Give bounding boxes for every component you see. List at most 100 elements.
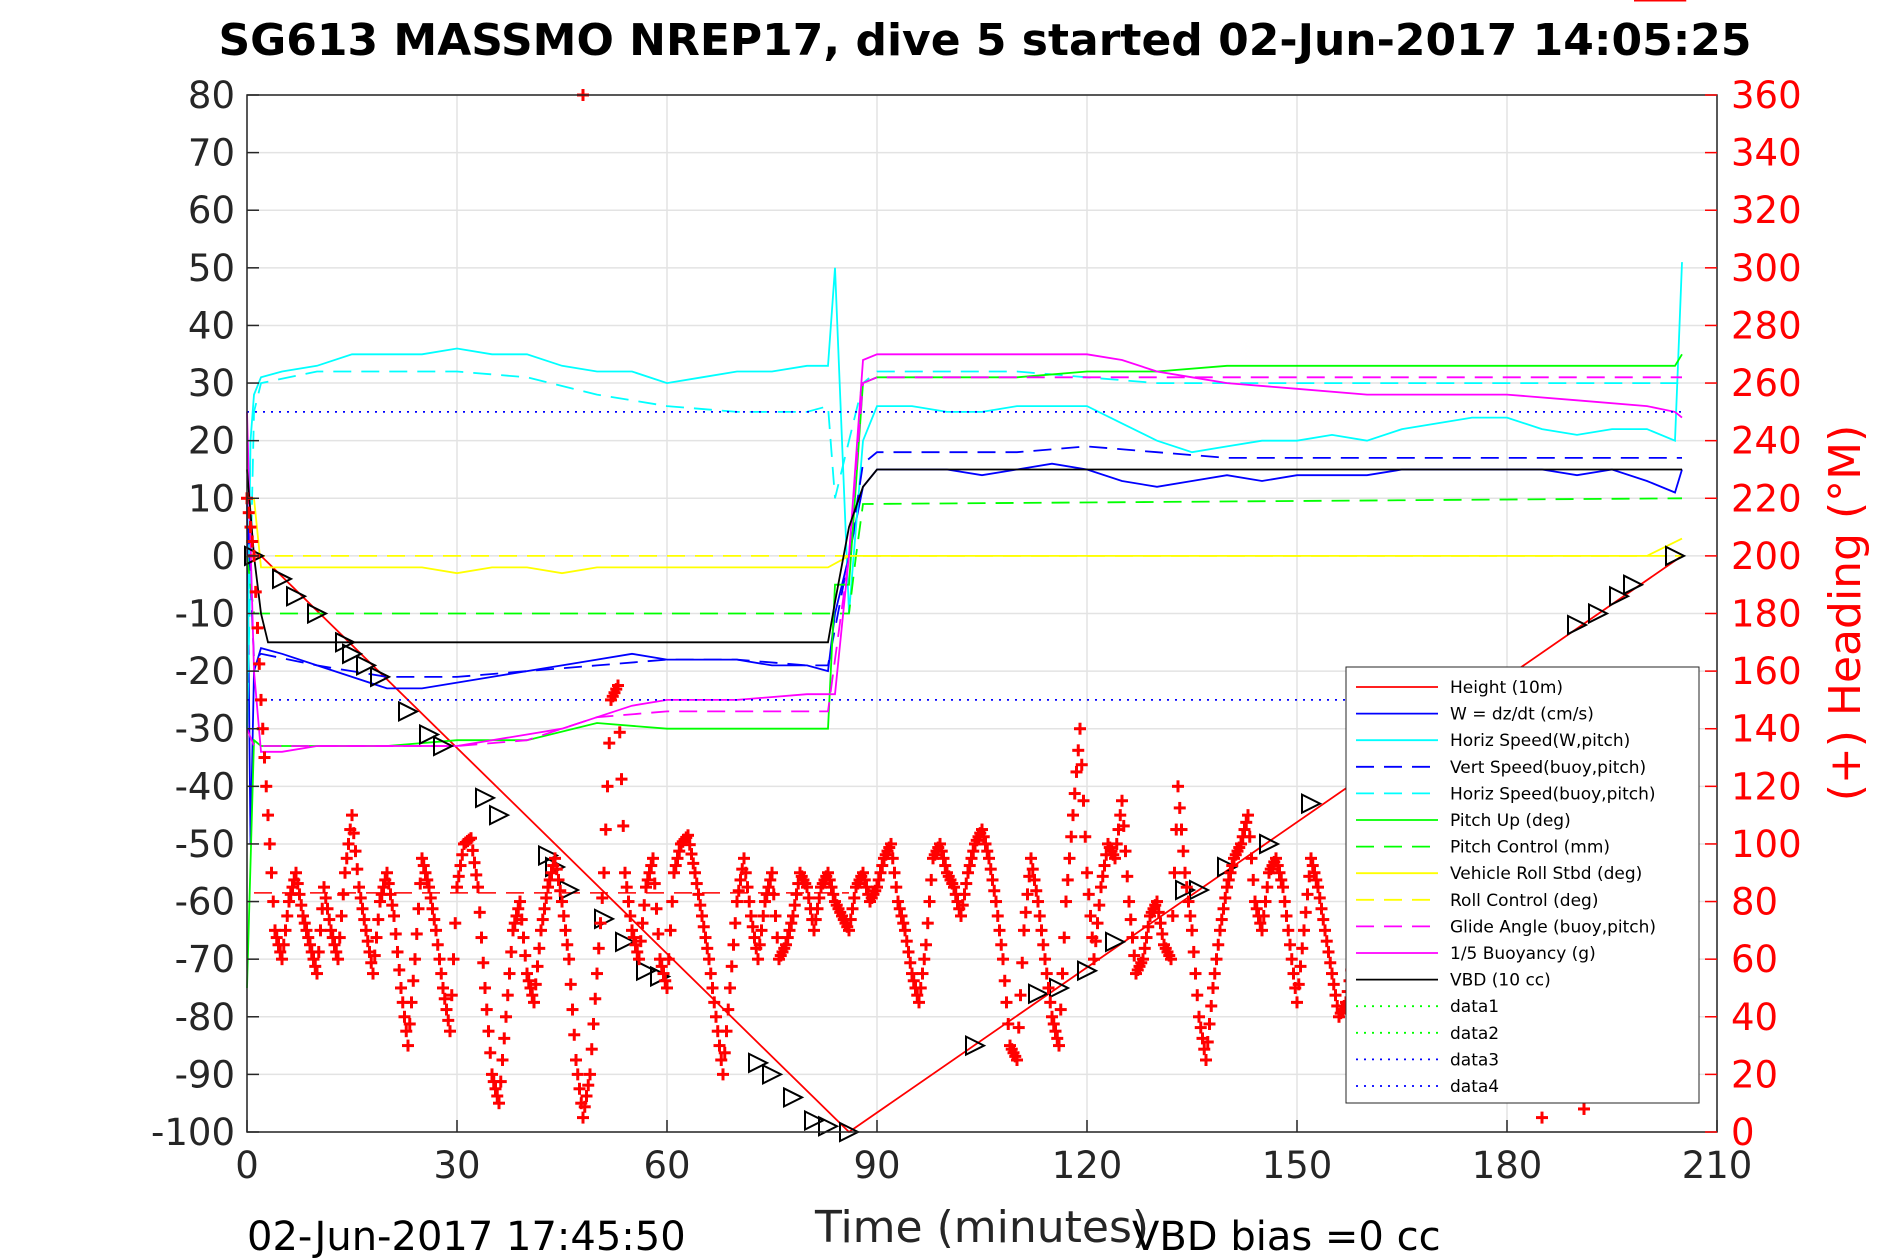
heading-point: [787, 909, 799, 922]
heading-point: [664, 924, 677, 937]
heading-point: [893, 902, 906, 915]
heading-point: [335, 909, 348, 922]
heading-point: [916, 967, 929, 980]
legend-entry: data3: [1450, 1050, 1499, 1070]
heading-point: [1291, 996, 1303, 1009]
heading-point: [1116, 794, 1128, 807]
legend-entry: data1: [1450, 997, 1499, 1017]
heading-point: [1299, 906, 1312, 919]
depth-marker: [1189, 879, 1211, 901]
y-axis-right: 3603403203002802602402202001801601401201…: [1705, 74, 1802, 1154]
heading-point: [780, 938, 792, 951]
heading-point: [668, 866, 680, 879]
heading-point: [445, 989, 458, 1002]
heading-point: [479, 981, 491, 994]
heading-point: [501, 989, 514, 1002]
heading-point: [295, 899, 308, 912]
heading-point: [529, 978, 542, 991]
heading-point: [710, 1010, 722, 1023]
heading-point: [1254, 917, 1267, 930]
heading-point: [1270, 852, 1282, 865]
heading-point: [1250, 902, 1263, 915]
heading-point: [860, 881, 873, 894]
heading-point: [648, 877, 661, 890]
heading-point: [612, 679, 624, 692]
y-right-tick-label: 360: [1731, 74, 1802, 117]
heading-point: [540, 891, 553, 904]
heading-point: [1247, 873, 1260, 886]
heading-point: [253, 657, 266, 670]
heading-point: [1191, 989, 1204, 1002]
heading-point: [1194, 1021, 1207, 1034]
heading-point: [414, 877, 427, 890]
heading-point: [468, 856, 481, 869]
heading-point: [423, 881, 435, 894]
heading-point: [557, 909, 570, 922]
heading-point: [1212, 938, 1225, 951]
heading-point: [556, 895, 568, 908]
heading-point: [339, 866, 351, 879]
heading-point: [347, 827, 360, 840]
heading-point: [449, 917, 462, 930]
heading-point: [647, 852, 659, 865]
heading-point: [281, 909, 294, 922]
legend-entry: W = dz/dt (cm/s): [1450, 705, 1594, 725]
heading-point: [682, 829, 694, 842]
depth-marker: [489, 804, 511, 826]
heading-point: [813, 891, 826, 904]
heading-point: [920, 938, 932, 951]
heading-point: [1240, 816, 1253, 829]
y-right-tick-label: 240: [1731, 420, 1802, 463]
heading-point: [372, 913, 385, 926]
depth-marker: [1077, 960, 1099, 982]
depth-marker: [783, 1086, 805, 1109]
heading-point: [979, 837, 992, 850]
heading-point: [386, 899, 399, 912]
heading-point: [333, 931, 346, 944]
heading-point: [1140, 931, 1153, 944]
heading-point: [578, 1100, 591, 1113]
heading-point: [683, 838, 696, 851]
heading-point: [454, 859, 467, 872]
heading-point: [522, 974, 535, 987]
heading-point: [564, 978, 577, 991]
heading-point: [1046, 1010, 1058, 1023]
heading-point: [1084, 909, 1097, 922]
heading-point: [897, 917, 910, 930]
y-left-tick-label: 40: [188, 304, 235, 347]
heading-point: [1047, 1017, 1060, 1030]
heading-point: [1305, 852, 1317, 865]
heading-point: [1093, 899, 1106, 912]
heading-point: [811, 902, 824, 915]
heading-point: [494, 1075, 507, 1088]
heading-point: [517, 931, 530, 944]
heading-point: [249, 585, 262, 598]
y-right-tick-label: 160: [1731, 650, 1802, 693]
legend-entry: 1/5 Buoyancy (g): [1450, 944, 1596, 964]
heading-point: [913, 996, 925, 1009]
heading-point: [1179, 866, 1191, 879]
heading-point: [843, 924, 855, 937]
heading-point: [1296, 942, 1309, 955]
heading-point: [435, 967, 448, 980]
heading-point: [1186, 924, 1198, 937]
heading-point: [771, 931, 784, 944]
heading-point: [1182, 895, 1195, 908]
heading-point: [645, 859, 658, 872]
heading-point: [1088, 953, 1100, 966]
heading-point: [1319, 924, 1331, 937]
heading-point: [885, 837, 897, 850]
y-left-tick-label: 20: [188, 420, 235, 463]
depth-marker: [1259, 833, 1281, 855]
heading-point: [993, 924, 1006, 937]
heading-point: [426, 902, 439, 915]
heading-point: [1061, 873, 1074, 886]
heading-point: [1327, 978, 1340, 991]
heading-point: [983, 852, 995, 865]
heading-point: [444, 1025, 456, 1038]
heading-point: [312, 945, 325, 958]
heading-point: [1074, 722, 1086, 735]
heading-point: [431, 938, 444, 951]
x-tick-label: 90: [853, 1144, 900, 1187]
heading-point: [977, 830, 990, 843]
